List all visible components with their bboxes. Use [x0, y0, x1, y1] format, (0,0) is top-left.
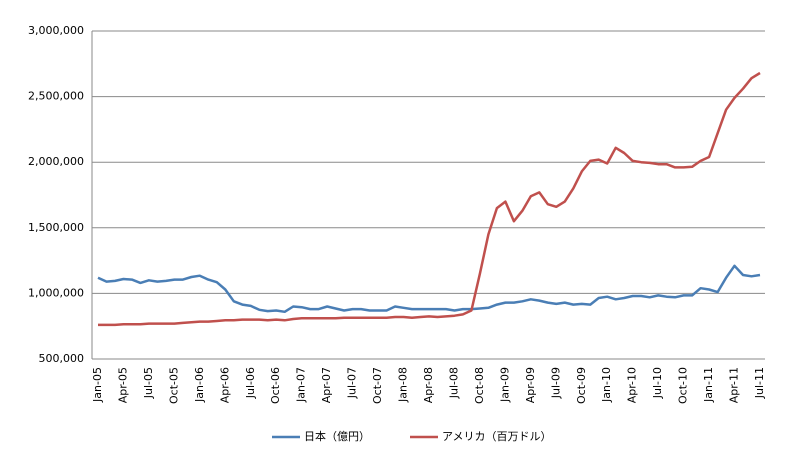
x-tick-label: Oct-07 — [371, 367, 384, 404]
x-tick-label: Jul-09 — [549, 367, 562, 399]
x-tick-label: Jan-05 — [91, 367, 104, 403]
x-tick-label: Oct-09 — [575, 367, 588, 404]
x-tick-label: Jan-10 — [600, 367, 613, 403]
x-tick-label: Jul-11 — [753, 367, 766, 399]
x-tick-label: Jul-08 — [447, 367, 460, 399]
x-tick-label: Jan-06 — [193, 367, 206, 403]
y-tick-label: 500,000 — [39, 352, 85, 365]
x-tick-label: Apr-07 — [320, 367, 333, 403]
y-tick-label: 3,000,000 — [28, 24, 84, 37]
x-tick-label: Oct-08 — [473, 367, 486, 404]
x-tick-label: Jul-06 — [244, 367, 257, 399]
legend-label: 日本（億円） — [304, 429, 370, 443]
x-tick-label: Jul-10 — [651, 367, 664, 399]
x-tick-label: Jul-07 — [346, 367, 359, 399]
series-line — [98, 71, 761, 327]
x-tick-label: Apr-10 — [626, 367, 639, 403]
x-tick-label: Apr-06 — [218, 367, 231, 403]
x-tick-label: Apr-05 — [116, 367, 129, 403]
series-line — [97, 264, 761, 314]
x-tick-label: Oct-05 — [167, 367, 180, 404]
y-tick-label: 1,000,000 — [28, 286, 84, 299]
y-tick-label: 2,000,000 — [28, 155, 84, 168]
x-tick-label: Jan-08 — [397, 367, 410, 403]
y-tick-label: 2,500,000 — [28, 90, 84, 103]
x-tick-label: Oct-10 — [677, 367, 690, 404]
x-tick-label: Apr-11 — [728, 367, 741, 403]
legend-label: アメリカ（百万ドル） — [442, 430, 551, 443]
x-tick-label: Oct-06 — [269, 367, 282, 404]
y-tick-label: 1,500,000 — [28, 221, 84, 234]
x-tick-label: Jan-11 — [702, 367, 715, 403]
x-tick-label: Apr-08 — [422, 367, 435, 403]
x-tick-label: Apr-09 — [524, 367, 537, 403]
x-tick-label: Jan-09 — [498, 367, 511, 403]
x-tick-label: Jan-07 — [295, 367, 308, 403]
x-tick-label: Jul-05 — [142, 367, 155, 399]
